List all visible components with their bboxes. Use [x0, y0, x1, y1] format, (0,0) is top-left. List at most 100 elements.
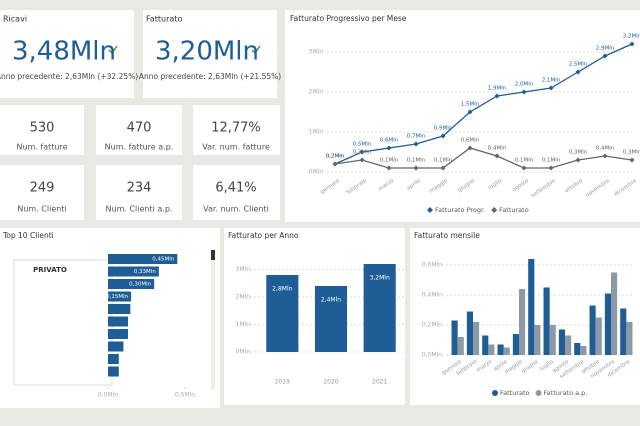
kpi-label: Num. Clienti — [17, 205, 66, 214]
y-tick-label: 0Mln — [309, 169, 324, 176]
chart-title: Fatturato mensile — [414, 231, 480, 240]
data-label: 0,1Mln — [407, 158, 426, 164]
point — [386, 165, 392, 171]
bar — [108, 341, 124, 352]
kpi-card — [0, 105, 84, 155]
bar — [620, 308, 627, 355]
bar — [589, 305, 596, 355]
chart-title: Fatturato Progressivo per Mese — [290, 14, 407, 23]
scrollbar[interactable] — [211, 250, 215, 390]
kpi-value: 470 — [127, 121, 152, 136]
point — [467, 109, 473, 115]
y-tick-label: 2Mln — [309, 89, 324, 96]
check-icon — [108, 45, 118, 55]
legend-label: Fatturato — [499, 206, 529, 214]
point — [602, 153, 608, 159]
bar — [451, 320, 458, 355]
point — [413, 141, 419, 147]
kpi-card — [96, 165, 182, 220]
point — [440, 133, 446, 139]
data-label: 0,30Mln — [129, 282, 152, 288]
kpi-card — [96, 105, 182, 155]
kpi-value: 249 — [30, 181, 55, 196]
legend-label: Fatturato Progr. — [435, 206, 485, 214]
bar — [108, 366, 119, 377]
bar — [528, 259, 535, 355]
card-value: 3,48Mln — [12, 37, 116, 67]
data-label: 2,1Mln — [542, 78, 561, 84]
point — [440, 165, 446, 171]
kpi-value: 6,41% — [215, 181, 256, 196]
legend-marker — [535, 390, 542, 396]
bar — [108, 354, 119, 364]
line — [334, 147, 633, 169]
bar — [503, 347, 510, 355]
bar — [108, 291, 132, 302]
data-label: 0,6Mln — [380, 138, 399, 144]
bar — [266, 275, 299, 352]
legend-marker — [491, 207, 498, 213]
kpi-label: Num. fatture a.p. — [105, 143, 174, 152]
panel — [285, 10, 640, 222]
bar — [466, 311, 473, 355]
x-tick-label: 0,5Mln — [175, 392, 195, 399]
point — [494, 153, 500, 159]
x-tick-label: 2020 — [323, 379, 338, 386]
chart-title: Fatturato per Anno — [228, 231, 299, 240]
point — [494, 93, 500, 99]
scroll-thumb[interactable] — [211, 250, 215, 260]
bar — [482, 335, 489, 355]
client-list — [13, 259, 113, 386]
data-label: 0,45Mln — [152, 257, 175, 263]
point — [386, 145, 392, 151]
data-label: 0,5Mln — [353, 142, 372, 148]
bar — [580, 346, 587, 355]
data-label: 2,9Mln — [596, 46, 615, 52]
kpi-value: 12,77% — [211, 121, 261, 136]
bar — [108, 304, 131, 314]
data-label: 0,6Mln — [461, 138, 480, 144]
point — [629, 157, 635, 163]
bar — [611, 272, 618, 355]
data-label: 0,7Mln — [407, 134, 426, 140]
bar — [488, 344, 495, 355]
point — [575, 69, 581, 75]
data-label: 0,3Mln — [623, 150, 640, 156]
y-tick-label: 0,0Mln — [422, 352, 442, 359]
legend-marker — [427, 207, 433, 213]
bar — [565, 335, 572, 355]
data-label: 0,2Mln — [326, 154, 345, 160]
data-label: 2,5Mln — [569, 62, 588, 68]
bar — [574, 343, 581, 355]
line — [334, 43, 633, 165]
data-label: 3,2Mln — [370, 275, 390, 282]
legend-label: Fatturato — [500, 389, 530, 397]
point — [521, 165, 527, 171]
card-subtitle: Anno precedente: 2,63Mln (+21.55%) — [139, 72, 281, 81]
legend-label: Fatturato a.p. — [544, 389, 588, 397]
y-tick-label: 0,6Mln — [422, 262, 442, 269]
y-tick-label: 2Mln — [236, 294, 251, 301]
chart-title: Top 10 Clienti — [2, 231, 54, 240]
data-label: 0,4Mln — [488, 146, 507, 152]
bar — [512, 334, 519, 355]
x-tick-label: 2021 — [372, 379, 387, 386]
bar — [473, 322, 480, 355]
bar — [497, 344, 504, 355]
point — [629, 41, 635, 47]
bar — [519, 289, 526, 355]
kpi-label: Num. fatture — [16, 143, 67, 152]
point — [413, 165, 419, 171]
bar — [108, 329, 129, 339]
kpi-card — [193, 105, 280, 155]
bar — [457, 337, 464, 355]
bar — [604, 293, 611, 355]
card — [143, 10, 277, 98]
kpi-label: Num. Clienti a.p. — [106, 205, 173, 214]
kpi-card — [0, 165, 84, 220]
bar — [626, 322, 633, 355]
data-label: 2,4Mln — [321, 297, 341, 304]
point — [548, 85, 554, 91]
